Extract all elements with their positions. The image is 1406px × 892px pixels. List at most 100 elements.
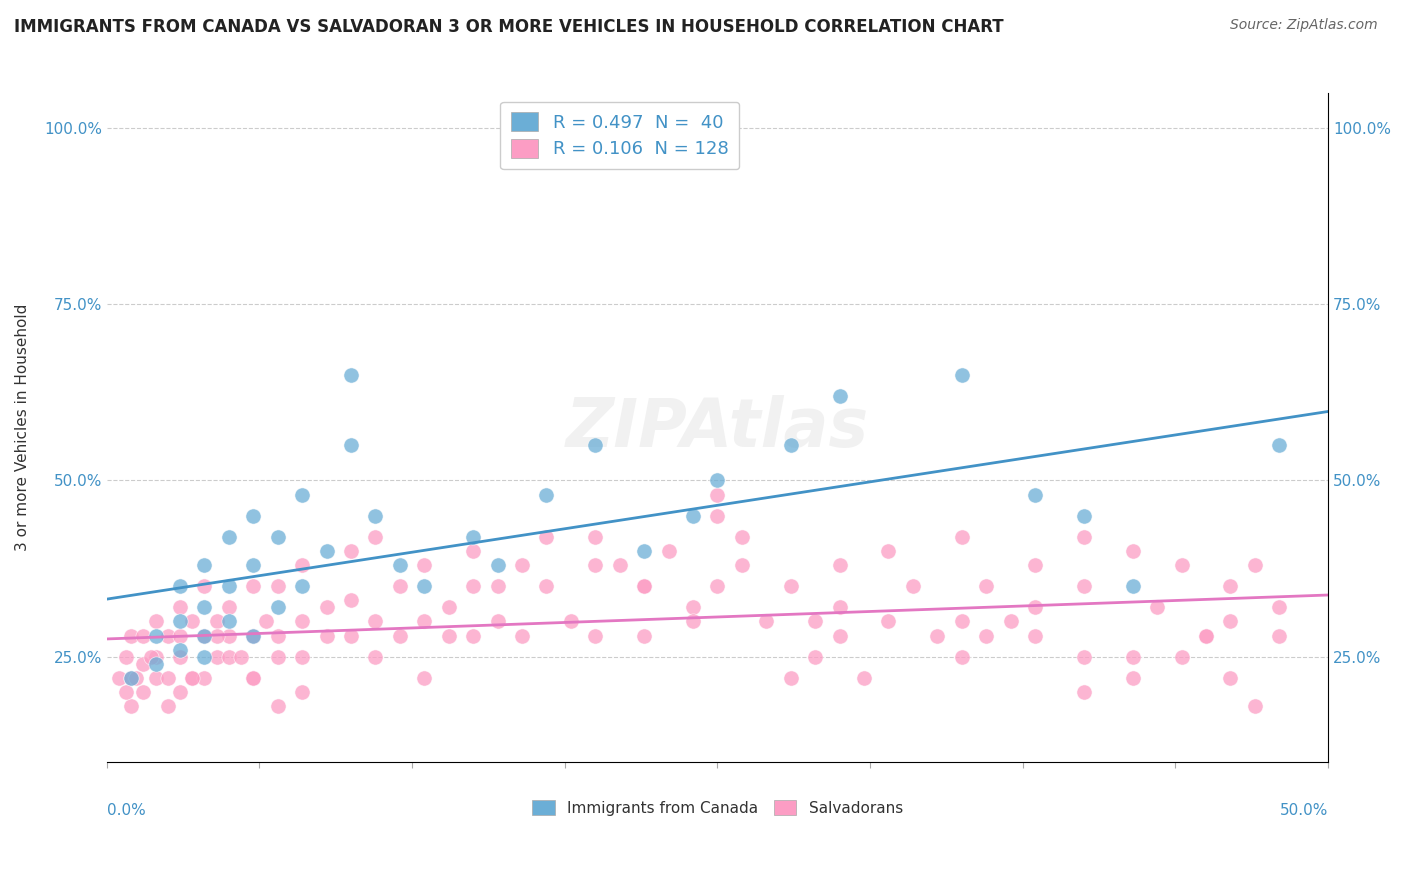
- Point: [132, 628, 155, 642]
- Point: [169, 628, 191, 642]
- Point: [731, 530, 754, 544]
- Point: [828, 558, 851, 572]
- Point: [291, 685, 314, 699]
- Point: [413, 615, 436, 629]
- Point: [463, 530, 485, 544]
- Point: [193, 628, 215, 642]
- Point: [877, 615, 900, 629]
- Text: IMMIGRANTS FROM CANADA VS SALVADORAN 3 OR MORE VEHICLES IN HOUSEHOLD CORRELATION: IMMIGRANTS FROM CANADA VS SALVADORAN 3 O…: [14, 18, 1004, 36]
- Point: [779, 579, 801, 593]
- Point: [950, 615, 973, 629]
- Point: [974, 579, 997, 593]
- Point: [1195, 628, 1218, 642]
- Point: [877, 544, 900, 558]
- Point: [169, 600, 191, 615]
- Point: [125, 671, 148, 685]
- Point: [267, 600, 290, 615]
- Point: [364, 508, 387, 523]
- Legend: Immigrants from Canada, Salvadorans: Immigrants from Canada, Salvadorans: [526, 794, 910, 822]
- Point: [706, 508, 728, 523]
- Point: [1170, 558, 1192, 572]
- Point: [229, 649, 252, 664]
- Point: [779, 438, 801, 452]
- Point: [974, 628, 997, 642]
- Point: [364, 649, 387, 664]
- Point: [413, 579, 436, 593]
- Text: 0.0%: 0.0%: [107, 803, 145, 818]
- Point: [486, 558, 509, 572]
- Point: [1146, 600, 1168, 615]
- Point: [463, 579, 485, 593]
- Point: [242, 671, 264, 685]
- Point: [218, 649, 240, 664]
- Point: [853, 671, 876, 685]
- Point: [510, 628, 533, 642]
- Point: [804, 615, 827, 629]
- Point: [706, 474, 728, 488]
- Point: [193, 579, 215, 593]
- Point: [291, 558, 314, 572]
- Point: [267, 649, 290, 664]
- Point: [1073, 508, 1095, 523]
- Point: [536, 530, 558, 544]
- Point: [1195, 628, 1218, 642]
- Point: [1024, 600, 1046, 615]
- Point: [388, 579, 411, 593]
- Point: [267, 530, 290, 544]
- Point: [633, 544, 655, 558]
- Point: [437, 628, 460, 642]
- Point: [218, 530, 240, 544]
- Point: [779, 671, 801, 685]
- Point: [828, 628, 851, 642]
- Point: [1244, 558, 1267, 572]
- Point: [1000, 615, 1022, 629]
- Point: [193, 671, 215, 685]
- Point: [364, 615, 387, 629]
- Point: [115, 649, 138, 664]
- Point: [145, 671, 167, 685]
- Point: [1122, 544, 1144, 558]
- Point: [1024, 628, 1046, 642]
- Point: [658, 544, 681, 558]
- Point: [242, 628, 264, 642]
- Point: [315, 544, 337, 558]
- Point: [193, 628, 215, 642]
- Point: [205, 649, 228, 664]
- Point: [682, 508, 704, 523]
- Point: [388, 558, 411, 572]
- Point: [120, 671, 142, 685]
- Point: [413, 558, 436, 572]
- Point: [731, 558, 754, 572]
- Point: [169, 642, 191, 657]
- Point: [340, 438, 363, 452]
- Point: [181, 671, 204, 685]
- Point: [583, 530, 606, 544]
- Point: [242, 628, 264, 642]
- Point: [193, 600, 215, 615]
- Y-axis label: 3 or more Vehicles in Household: 3 or more Vehicles in Household: [15, 304, 30, 551]
- Point: [463, 544, 485, 558]
- Point: [145, 649, 167, 664]
- Point: [156, 671, 179, 685]
- Point: [950, 368, 973, 382]
- Point: [205, 628, 228, 642]
- Point: [218, 600, 240, 615]
- Point: [1073, 649, 1095, 664]
- Point: [132, 657, 155, 671]
- Point: [706, 579, 728, 593]
- Point: [1024, 558, 1046, 572]
- Point: [120, 699, 142, 714]
- Point: [254, 615, 277, 629]
- Point: [267, 699, 290, 714]
- Point: [560, 615, 582, 629]
- Point: [340, 628, 363, 642]
- Point: [536, 579, 558, 593]
- Point: [583, 438, 606, 452]
- Point: [242, 558, 264, 572]
- Point: [901, 579, 924, 593]
- Point: [1219, 615, 1241, 629]
- Point: [115, 685, 138, 699]
- Point: [1122, 671, 1144, 685]
- Point: [510, 558, 533, 572]
- Point: [1244, 699, 1267, 714]
